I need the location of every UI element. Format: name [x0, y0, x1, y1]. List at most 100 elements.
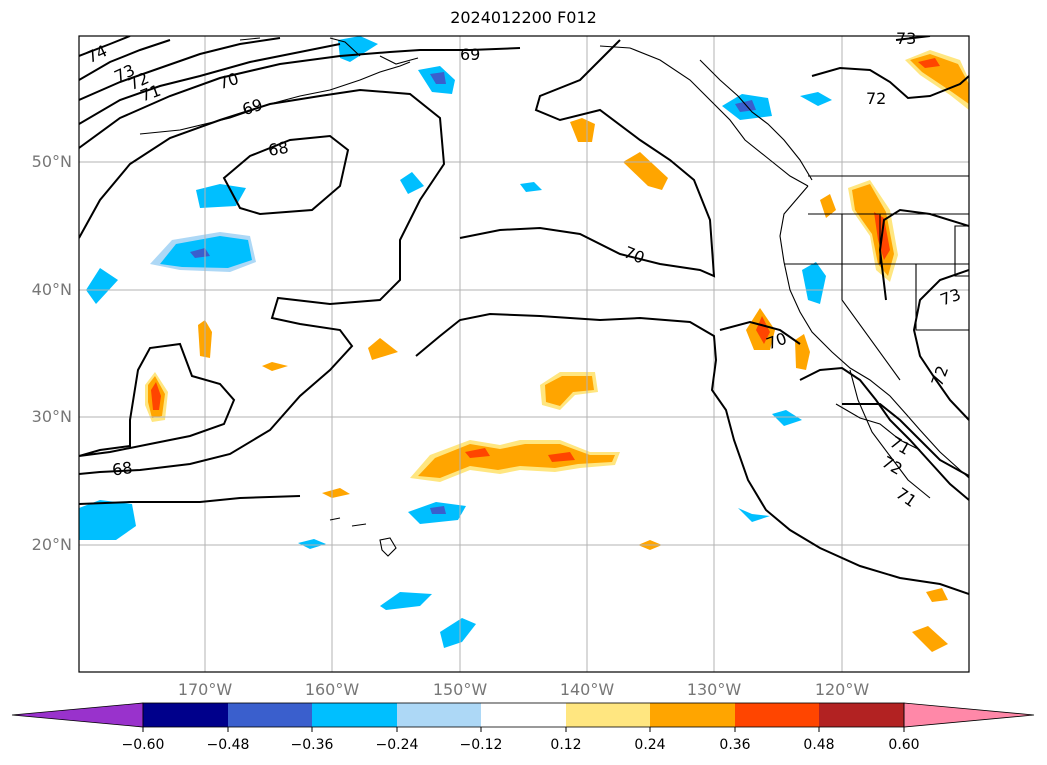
- contour-68-closed: [222, 134, 350, 216]
- cold-anomaly-coast: [802, 262, 826, 304]
- coast-inlet-island: [954, 225, 969, 277]
- coastline-baja: [849, 369, 931, 499]
- colorbar-tick-label: 0.60: [888, 737, 920, 753]
- warm-anomaly-small-6: [570, 118, 595, 142]
- colorbar-bin: [143, 703, 228, 727]
- colorbar-bin: [566, 703, 650, 727]
- lon-label-170w: 170°W: [177, 680, 233, 699]
- cold-anomaly-baja: [772, 410, 802, 426]
- cold-anomaly-alaska-peak: [735, 100, 756, 112]
- lat-label-40n: 40°N: [31, 280, 72, 299]
- contour-label: 68: [111, 458, 134, 480]
- colorbar-tick-label: −0.60: [121, 737, 165, 753]
- contour-label: 70: [621, 242, 647, 267]
- coastline-panhandle: [599, 45, 809, 187]
- cold-anomaly-mexico: [738, 508, 770, 522]
- coastline-alaska: [139, 61, 411, 135]
- colorbar-bin: [397, 703, 481, 727]
- warm-anomaly-small-4: [322, 488, 350, 498]
- shaded-anomaly-areas: [79, 36, 969, 652]
- coastlines: [139, 37, 969, 557]
- colorbar-tick-label: −0.48: [206, 737, 250, 753]
- baja-coast: [835, 403, 921, 451]
- contour-73: [79, 39, 171, 81]
- contour-69-mid: [459, 39, 716, 278]
- colorbar-frame: [142, 702, 905, 728]
- coastline-bc: [699, 59, 813, 181]
- contour-68-west: [79, 342, 236, 457]
- contour-71-north: [895, 36, 931, 41]
- cold-anomaly-small-1: [400, 172, 424, 194]
- lat-label-20n: 20°N: [31, 535, 72, 554]
- colorbar-tick-label: 0.48: [803, 737, 835, 753]
- contour-71: [79, 43, 341, 125]
- contour-71-east: [799, 366, 969, 501]
- colorbar-tick-label: −0.36: [290, 737, 334, 753]
- warm-anomaly-coast-3: [820, 194, 836, 218]
- contour-74: [79, 36, 131, 57]
- lon-label-160w: 160°W: [304, 680, 360, 699]
- colorbar-max-extend: [903, 702, 1035, 728]
- cold-anomaly-south-2: [440, 618, 476, 648]
- cold-anomaly-south-1: [380, 592, 432, 610]
- cold-anomaly-small-3: [298, 539, 326, 549]
- contour-label: 70: [216, 69, 241, 93]
- warm-anomaly-band-peak-2: [548, 452, 575, 462]
- colorbar-tick-label: 0.24: [634, 737, 666, 753]
- colorbar-tick-label: −0.12: [459, 737, 503, 753]
- lon-label-130w: 130°W: [686, 680, 742, 699]
- contour-label: 73: [896, 29, 916, 48]
- warm-anomaly-sierra-core: [852, 184, 894, 276]
- state-border-3: [841, 214, 901, 381]
- warm-anomaly-coast-2: [795, 334, 810, 370]
- lat-label-30n: 30°N: [31, 407, 72, 426]
- cold-anomaly-small-2: [520, 182, 542, 192]
- warm-anomaly-subtropic-core: [545, 376, 594, 406]
- map-title: 2024012200 F012: [450, 8, 597, 27]
- state-border-5: [915, 264, 969, 331]
- colorbar-bin: [819, 703, 904, 727]
- lon-label-140w: 140°W: [559, 680, 615, 699]
- colorbar: [11, 702, 1035, 732]
- contour-72-coast: [878, 208, 969, 301]
- cold-anomaly-west-2: [196, 184, 246, 208]
- coastline-west-us: [779, 185, 969, 479]
- map-frame: [78, 35, 970, 673]
- graticule: [79, 36, 969, 672]
- lon-label-120w: 120°W: [814, 680, 870, 699]
- contour-label: 71: [892, 484, 920, 511]
- contour-69-south-2: [79, 495, 301, 505]
- colorbar-tick-label: 0.36: [719, 737, 751, 753]
- contour-69-south: [79, 88, 446, 475]
- colorbar-bin: [650, 703, 735, 727]
- contour-label: 69: [240, 95, 265, 119]
- contour-label: 68: [267, 138, 290, 160]
- contour-72-north: [811, 66, 969, 100]
- colorbar-bin: [312, 703, 397, 727]
- colorbar-min-extend: [11, 702, 144, 728]
- contour-label: 72: [927, 363, 952, 389]
- lat-label-50n: 50°N: [31, 152, 72, 171]
- colorbar-bin: [481, 703, 566, 727]
- warm-anomaly-small-7: [623, 152, 668, 190]
- warm-anomaly-ne-peak: [918, 58, 940, 68]
- colorbar-bin: [228, 703, 312, 727]
- warm-anomaly-small-2: [368, 338, 398, 360]
- warm-anomaly-se-2: [926, 588, 948, 602]
- cold-anomaly-hawaii-peak: [430, 506, 446, 514]
- contour-70: [79, 47, 521, 149]
- colorbar-bin: [735, 703, 819, 727]
- contour-73-east: [912, 269, 969, 421]
- contour-72-east: [842, 403, 969, 477]
- colorbar-tick-label: −0.24: [375, 737, 419, 753]
- contour-label: 69: [460, 45, 480, 64]
- warm-anomaly-coast-1-peak: [756, 316, 770, 344]
- warm-anomaly-se-1: [912, 626, 948, 652]
- lon-label-150w: 150°W: [432, 680, 488, 699]
- warm-anomaly-west-peak: [151, 382, 161, 410]
- coastline-aleutians: [239, 37, 419, 65]
- contour-72: [79, 37, 281, 101]
- cold-anomaly-west-3: [86, 268, 118, 304]
- contour-70-mid: [415, 312, 969, 595]
